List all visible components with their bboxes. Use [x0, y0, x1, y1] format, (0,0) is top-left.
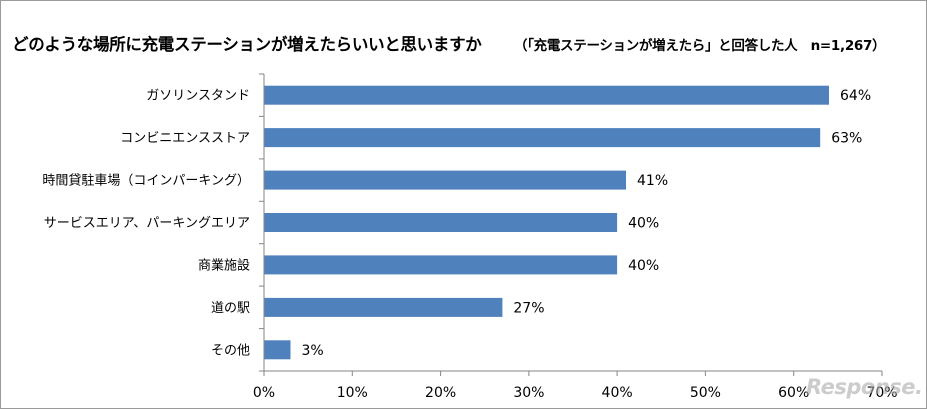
bar	[264, 297, 503, 317]
category-label: 商業施設	[198, 257, 250, 273]
category-label: 時間貸駐車場（コインパーキング）	[42, 173, 250, 189]
bar	[264, 255, 618, 275]
value-label: 63%	[831, 131, 862, 147]
category-label: その他	[211, 343, 250, 358]
value-label: 27%	[513, 300, 544, 316]
chart-title: どのような場所に充電ステーションが増えたらいいと思いますか	[12, 35, 482, 54]
x-tick-label: 30%	[513, 385, 544, 401]
x-tick-label: 50%	[690, 385, 721, 401]
category-label: ガソリンスタンド	[146, 89, 250, 104]
value-label: 64%	[840, 88, 871, 104]
value-label: 3%	[302, 343, 324, 359]
category-label: サービスエリア、パーキングエリア	[44, 216, 250, 231]
value-label: 41%	[637, 173, 668, 189]
bar	[264, 340, 291, 360]
x-tick-label: 60%	[778, 385, 809, 401]
bar	[264, 85, 829, 105]
category-label: 道の駅	[211, 301, 250, 316]
watermark-logo: Response.	[806, 375, 923, 399]
x-tick-label: 20%	[425, 385, 456, 401]
x-tick-label: 0%	[253, 385, 275, 401]
value-label: 40%	[628, 258, 659, 274]
x-tick-label: 10%	[337, 385, 368, 401]
category-label: コンビニエンスストア	[120, 131, 250, 146]
bar	[264, 128, 821, 148]
bar	[264, 170, 626, 190]
x-tick-label: 40%	[602, 385, 633, 401]
x-tick-label: 70%	[866, 385, 897, 401]
chart-subtitle: （「充電ステーションが増えたら」と回答した人 n=1,267）	[514, 38, 886, 54]
value-label: 40%	[628, 216, 659, 232]
bar	[264, 213, 618, 232]
